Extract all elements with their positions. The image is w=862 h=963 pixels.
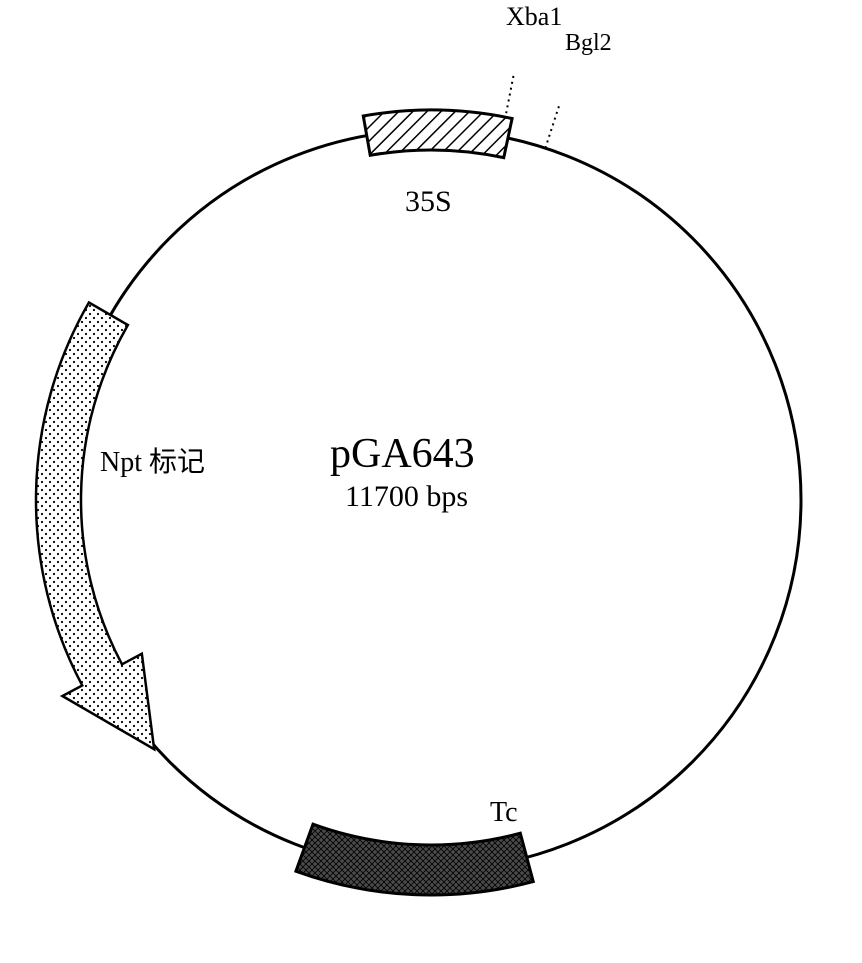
feature-tc-box (296, 824, 533, 895)
plasmid-name: pGA643 (330, 430, 475, 478)
feature-npt-arrow (36, 303, 154, 750)
plasmid-size: 11700 bps (345, 480, 468, 514)
feature-35s-box (363, 110, 512, 158)
label-tc: Tc (490, 797, 518, 829)
label-xba1: Xba1 (506, 2, 562, 32)
label-35s: 35S (405, 185, 452, 219)
plasmid-map-container: { "plasmid": { "name": "pGA643", "size":… (0, 0, 862, 963)
site-bgl2-tick (545, 102, 560, 148)
label-npt: Npt 标记 (100, 440, 205, 480)
label-bgl2: Bgl2 (565, 30, 612, 57)
